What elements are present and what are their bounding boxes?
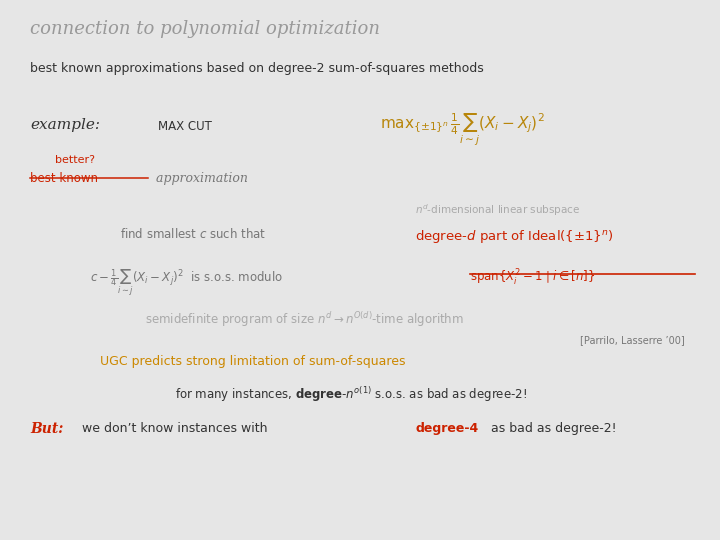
Text: degree-4: degree-4	[415, 422, 478, 435]
Text: best known: best known	[30, 172, 98, 185]
Text: [Parrilo, Lasserre ’00]: [Parrilo, Lasserre ’00]	[580, 335, 685, 345]
Text: MAX CUT: MAX CUT	[158, 120, 212, 133]
Text: $c - \frac{1}{4}\sum_{i\sim j}(X_i - X_j)^2$  is s.o.s. modulo: $c - \frac{1}{4}\sum_{i\sim j}(X_i - X_j…	[90, 268, 283, 299]
Text: semidefinite program of size $n^d \rightarrow n^{O(d)}$-time algorithm: semidefinite program of size $n^d \right…	[145, 310, 464, 329]
Text: example:: example:	[30, 118, 100, 132]
Text: UGC predicts strong limitation of sum-of-squares: UGC predicts strong limitation of sum-of…	[100, 355, 405, 368]
Text: approximation: approximation	[152, 172, 248, 185]
Text: we don’t know instances with: we don’t know instances with	[78, 422, 271, 435]
Text: $\mathrm{max}_{\{\pm 1\}^n}\,\frac{1}{4}\sum_{i\sim j}(X_i - X_j)^2$: $\mathrm{max}_{\{\pm 1\}^n}\,\frac{1}{4}…	[380, 112, 545, 149]
Text: $n^d$-dimensional linear subspace: $n^d$-dimensional linear subspace	[415, 202, 580, 218]
Text: degree-$d$ part of Ideal($\{\pm 1\}^n$): degree-$d$ part of Ideal($\{\pm 1\}^n$)	[415, 228, 613, 245]
Text: as bad as degree-2!: as bad as degree-2!	[487, 422, 616, 435]
Text: But:: But:	[30, 422, 63, 436]
Text: better?: better?	[55, 155, 95, 165]
Text: find smallest $c$ such that: find smallest $c$ such that	[120, 227, 266, 241]
Text: for many instances, $\mathbf{degree}$-$\boldsymbol{n^{o(1)}}$ s.o.s. as bad as d: for many instances, $\mathbf{degree}$-$\…	[175, 385, 527, 404]
Text: $\mathrm{span}\{X_i^2 - 1 \mid i \in [n]\}$: $\mathrm{span}\{X_i^2 - 1 \mid i \in [n]…	[470, 268, 595, 288]
Text: connection to polynomial optimization: connection to polynomial optimization	[30, 20, 380, 38]
Text: best known approximations based on degree-2 sum-of-squares methods: best known approximations based on degre…	[30, 62, 484, 75]
